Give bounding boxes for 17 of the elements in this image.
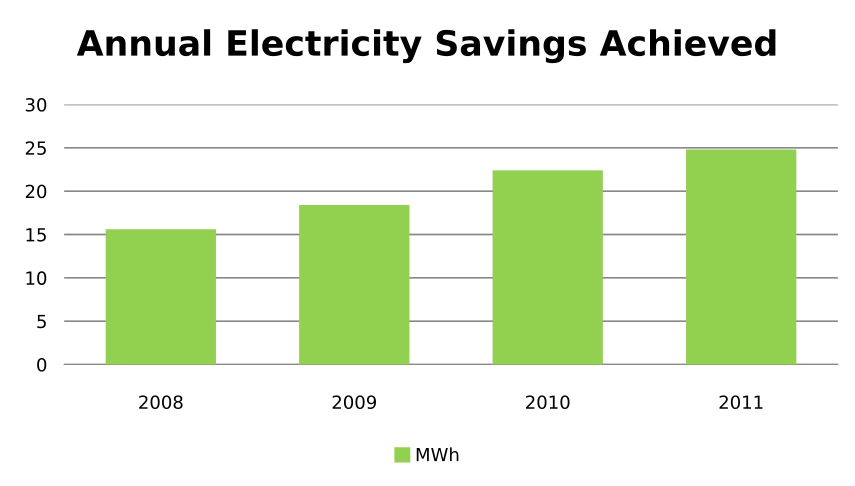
y-tick-label: 25: [26, 141, 46, 155]
x-tick-label: 2009: [332, 395, 376, 410]
y-tick-label: 5: [37, 314, 46, 328]
y-tick-label: 10: [26, 271, 46, 285]
bar: [106, 229, 216, 364]
y-tick-label: 0: [37, 358, 46, 372]
bar: [492, 170, 603, 364]
y-tick-label: 15: [26, 228, 46, 242]
y-tick-label: 30: [26, 98, 46, 112]
bar: [299, 205, 410, 364]
legend-label: MWh: [416, 447, 458, 462]
x-tick-label: 2011: [720, 395, 762, 410]
chart-title: Annual Electricity Savings Achieved: [76, 29, 776, 64]
x-tick-label: 2008: [139, 395, 183, 410]
bar: [686, 150, 796, 364]
x-tick-label: 2010: [526, 395, 570, 410]
y-tick-label: 20: [26, 184, 46, 198]
